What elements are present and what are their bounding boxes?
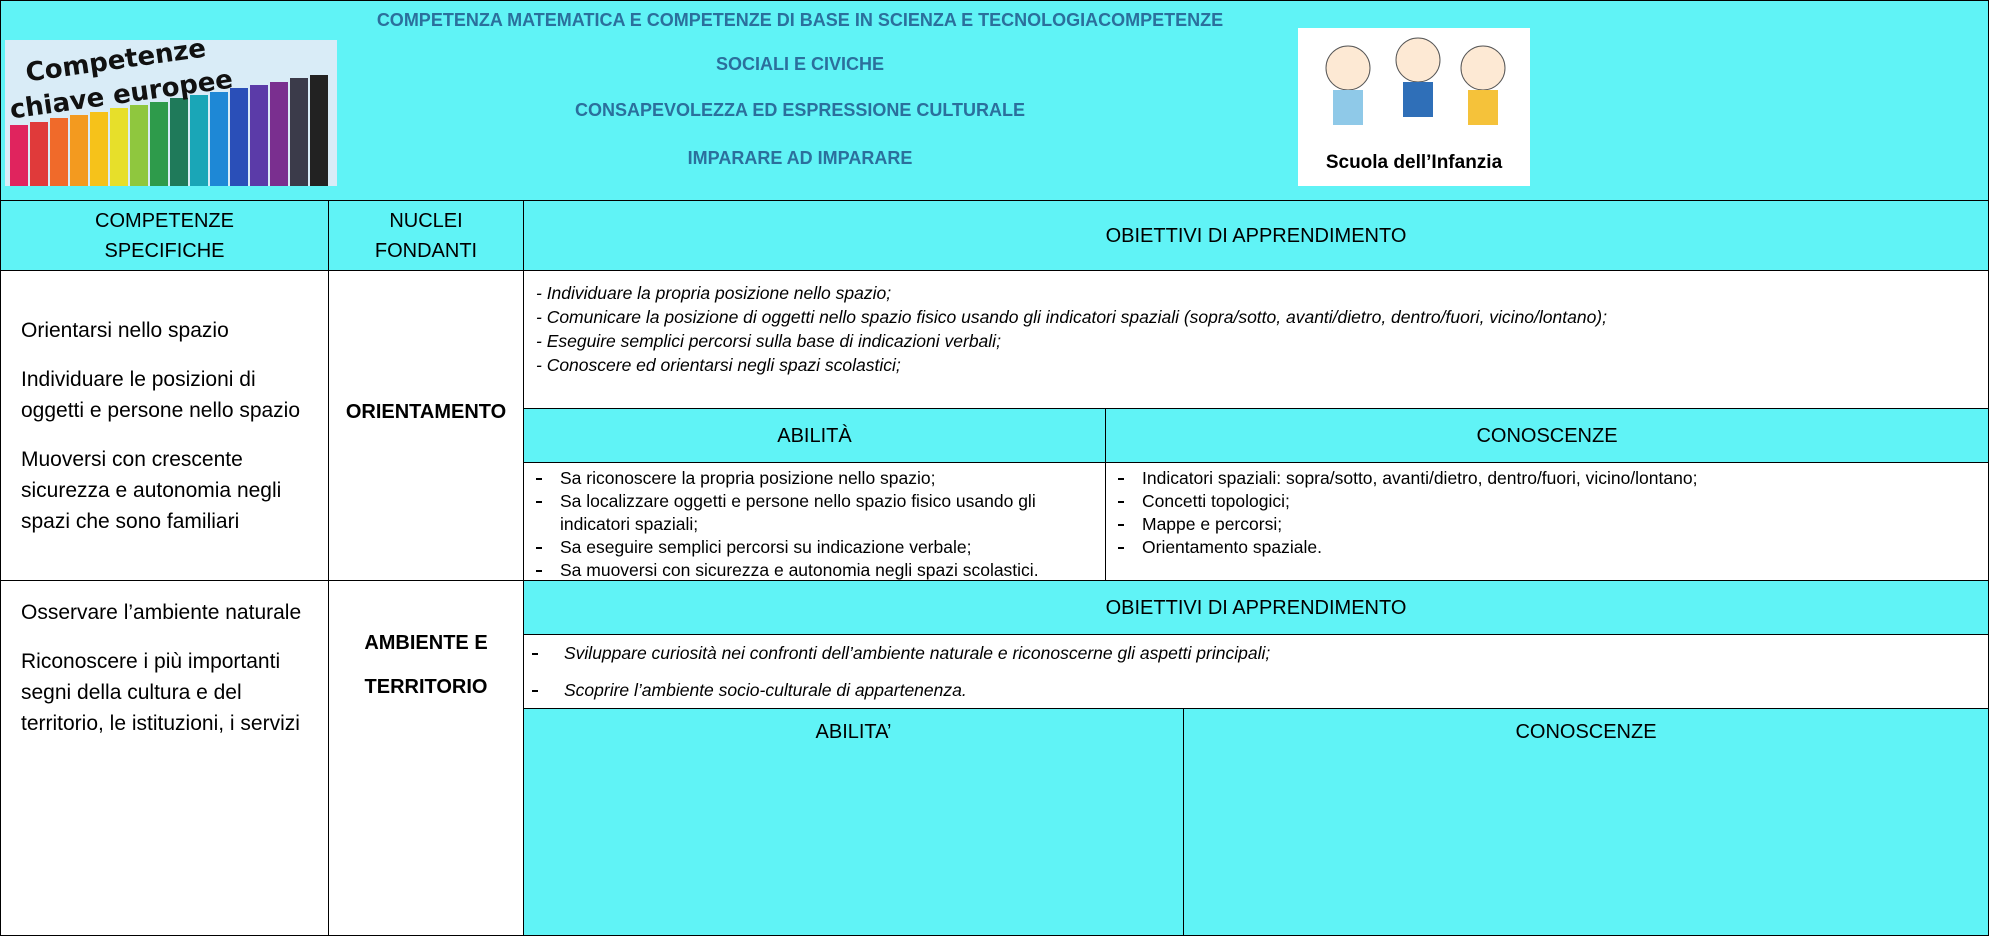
objective: - Comunicare la posizione di oggetti nel… (536, 307, 1607, 327)
abilities-cell: Sa riconoscere la propria posizione nell… (523, 462, 1106, 581)
competence: Individuare le posizioni di oggetti e pe… (21, 368, 301, 422)
objective: - Conoscere ed orientarsi negli spazi sc… (536, 355, 901, 375)
objective-text: Sviluppare curiosità nei confronti dell’… (564, 643, 1271, 663)
bullet-dash (532, 653, 538, 655)
children-drawing (1325, 37, 1506, 125)
competences-cell: Orientarsi nello spazio Individuare le p… (0, 270, 329, 581)
ability: Sa localizzare oggetti e persone nello s… (528, 490, 1095, 536)
knowledge-item: Indicatori spaziali: sopra/sotto, avanti… (1110, 467, 1978, 490)
knowledge-item: Concetti topologici; (1110, 490, 1978, 513)
competences-cell: Osservare l’ambiente naturale Riconoscer… (0, 580, 329, 936)
nucleus: ORIENTAMENTO (345, 401, 507, 423)
ability: Sa eseguire semplici percorsi su indicaz… (528, 536, 1095, 559)
bullet-dash (536, 547, 542, 549)
objective: Sviluppare curiosità nei confronti dell’… (524, 635, 1988, 672)
objective: Scoprire l’ambiente socio-culturale di a… (524, 672, 1988, 709)
knowledge-item: Mappe e percorsi; (1110, 513, 1978, 536)
bullet-dash (1118, 547, 1124, 549)
ability-text: Sa riconoscere la propria posizione nell… (560, 468, 936, 488)
title-line: COMPETENZA MATEMATICA E COMPETENZE DI BA… (376, 10, 1224, 30)
subheader: ABILITA’ (523, 708, 1184, 936)
logo-left: Competenze chiave europee (5, 40, 337, 186)
bullet-dash (536, 501, 542, 503)
pencils (10, 75, 328, 186)
nucleus: TERRITORIO (364, 676, 488, 698)
subheader: ABILITÀ (523, 408, 1106, 463)
competence: Muoversi con crescente sicurezza e auton… (21, 448, 282, 533)
objectives-title: OBIETTIVI DI APPRENDIMENTO (523, 580, 1989, 635)
logo-caption: Scuola dell’Infanzia (1325, 152, 1503, 173)
knowledge-cell: Indicatori spaziali: sopra/sotto, avanti… (1105, 462, 1989, 581)
bullet-dash (536, 570, 542, 572)
nucleus-cell: AMBIENTE E TERRITORIO (328, 580, 524, 936)
objectives-cell: Sviluppare curiosità nei confronti dell’… (523, 634, 1989, 709)
competence: Riconoscere i più importanti segni della… (21, 650, 300, 735)
ability: Sa riconoscere la propria posizione nell… (528, 467, 1095, 490)
bullet-dash (532, 690, 538, 692)
bullet-dash (536, 478, 542, 480)
bullet-dash (1118, 501, 1124, 503)
column-header: OBIETTIVI DI APPRENDIMENTO (523, 200, 1989, 271)
bullet-dash (1118, 524, 1124, 526)
title-line: SOCIALI E CIVICHE (715, 54, 885, 74)
nucleus: AMBIENTE E (364, 632, 488, 654)
ability: Sa muoversi con sicurezza e autonomia ne… (528, 559, 1095, 582)
knowledge-item-text: Orientamento spaziale. (1142, 537, 1322, 557)
knowledge-item: Orientamento spaziale. (1110, 536, 1978, 559)
column-header: NUCLEI FONDANTI (328, 200, 524, 271)
objective: - Individuare la propria posizione nello… (536, 283, 892, 303)
ability-text: Sa eseguire semplici percorsi su indicaz… (560, 537, 972, 557)
competence: Osservare l’ambiente naturale (21, 601, 302, 624)
title-line: CONSAPEVOLEZZA ED ESPRESSIONE CULTURALE (574, 100, 1026, 120)
knowledge-item-text: Concetti topologici; (1142, 491, 1290, 511)
subheader: CONOSCENZE (1183, 708, 1989, 936)
knowledge-item-text: Indicatori spaziali: sopra/sotto, avanti… (1142, 468, 1698, 488)
objective: - Eseguire semplici percorsi sulla base … (536, 331, 1001, 351)
nucleus-cell: ORIENTAMENTO (328, 270, 524, 581)
objectives-cell: - Individuare la propria posizione nello… (523, 270, 1989, 409)
knowledge-item-text: Mappe e percorsi; (1142, 514, 1283, 534)
ability-text: Sa muoversi con sicurezza e autonomia ne… (560, 560, 1039, 580)
bullet-dash (1118, 478, 1124, 480)
column-header: COMPETENZE SPECIFICHE (0, 200, 329, 271)
objective-text: Scoprire l’ambiente socio-culturale di a… (564, 680, 967, 700)
ability-text: Sa localizzare oggetti e persone nello s… (560, 491, 1036, 534)
subheader: CONOSCENZE (1105, 408, 1989, 463)
pencil-set (10, 75, 328, 186)
competence: Orientarsi nello spazio (21, 319, 229, 342)
logo-right: Scuola dell’Infanzia (1298, 28, 1530, 186)
title-line: IMPARARE AD IMPARARE (687, 148, 913, 168)
